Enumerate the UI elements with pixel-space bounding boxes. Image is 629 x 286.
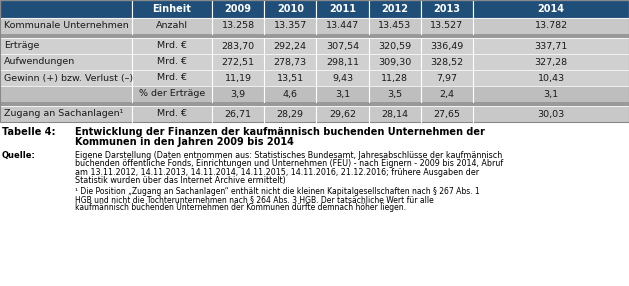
Text: 309,30: 309,30 bbox=[378, 57, 411, 67]
Text: 11,28: 11,28 bbox=[381, 74, 408, 82]
Text: 3,1: 3,1 bbox=[335, 90, 350, 98]
Bar bbox=[132, 0, 212, 18]
Text: 320,59: 320,59 bbox=[378, 41, 411, 51]
Text: kaufmännisch buchenden Unternehmen der Kommunen dürfte demnach höher liegen.: kaufmännisch buchenden Unternehmen der K… bbox=[75, 203, 406, 212]
Text: 2013: 2013 bbox=[433, 4, 460, 14]
Text: 283,70: 283,70 bbox=[221, 41, 255, 51]
Text: 13.453: 13.453 bbox=[378, 21, 411, 31]
Text: Gewinn (+) bzw. Verlust (–): Gewinn (+) bzw. Verlust (–) bbox=[4, 74, 133, 82]
Text: 13.447: 13.447 bbox=[326, 21, 359, 31]
Text: 13.782: 13.782 bbox=[535, 21, 567, 31]
Bar bbox=[0, 0, 132, 18]
Bar bbox=[473, 0, 629, 18]
Text: Tabelle 4:: Tabelle 4: bbox=[2, 127, 55, 137]
Text: Aufwendungen: Aufwendungen bbox=[4, 57, 75, 67]
Text: 28,14: 28,14 bbox=[381, 110, 408, 118]
Bar bbox=[0, 34, 629, 38]
Text: 3,5: 3,5 bbox=[387, 90, 403, 98]
Text: Quelle:: Quelle: bbox=[2, 151, 36, 160]
Text: 272,51: 272,51 bbox=[221, 57, 255, 67]
Bar bbox=[0, 0, 629, 122]
Bar bbox=[264, 0, 316, 18]
Text: 11,19: 11,19 bbox=[225, 74, 252, 82]
Text: 336,49: 336,49 bbox=[430, 41, 464, 51]
Text: 2011: 2011 bbox=[329, 4, 356, 14]
Bar bbox=[0, 106, 629, 122]
Bar bbox=[0, 38, 629, 54]
Text: 337,71: 337,71 bbox=[535, 41, 567, 51]
Text: 28,29: 28,29 bbox=[277, 110, 304, 118]
Bar bbox=[369, 0, 421, 18]
Text: 2010: 2010 bbox=[277, 4, 304, 14]
Bar bbox=[0, 18, 629, 34]
Text: Kommunen in den Jahren 2009 bis 2014: Kommunen in den Jahren 2009 bis 2014 bbox=[75, 137, 294, 147]
Text: Eigene Darstellung (Daten entnommen aus: Statistisches Bundesamt, Jahresabschlüs: Eigene Darstellung (Daten entnommen aus:… bbox=[75, 151, 502, 160]
Text: 10,43: 10,43 bbox=[537, 74, 565, 82]
Text: 307,54: 307,54 bbox=[326, 41, 359, 51]
Text: 13,51: 13,51 bbox=[277, 74, 304, 82]
Text: Anzahl: Anzahl bbox=[156, 21, 188, 31]
Text: 9,43: 9,43 bbox=[332, 74, 353, 82]
Text: 2,4: 2,4 bbox=[440, 90, 454, 98]
Text: 2014: 2014 bbox=[538, 4, 564, 14]
Text: Mrd. €: Mrd. € bbox=[157, 57, 187, 67]
Text: 328,52: 328,52 bbox=[430, 57, 464, 67]
Text: 2012: 2012 bbox=[381, 4, 408, 14]
Text: 3,9: 3,9 bbox=[230, 90, 246, 98]
Text: 13.527: 13.527 bbox=[430, 21, 464, 31]
Text: Entwicklung der Finanzen der kaufmännisch buchenden Unternehmen der: Entwicklung der Finanzen der kaufmännisc… bbox=[75, 127, 485, 137]
Text: Erträge: Erträge bbox=[4, 41, 40, 51]
Bar bbox=[316, 0, 369, 18]
Bar bbox=[0, 86, 629, 102]
Text: 26,71: 26,71 bbox=[225, 110, 252, 118]
Text: 30,03: 30,03 bbox=[537, 110, 565, 118]
Text: 292,24: 292,24 bbox=[274, 41, 307, 51]
Text: 4,6: 4,6 bbox=[283, 90, 298, 98]
Text: 13.258: 13.258 bbox=[221, 21, 255, 31]
Bar bbox=[0, 54, 629, 70]
Text: Mrd. €: Mrd. € bbox=[157, 110, 187, 118]
Text: Zugang an Sachanlagen¹: Zugang an Sachanlagen¹ bbox=[4, 110, 123, 118]
Text: 3,1: 3,1 bbox=[543, 90, 559, 98]
Text: Einheit: Einheit bbox=[153, 4, 191, 14]
Text: 7,97: 7,97 bbox=[437, 74, 457, 82]
Text: 2009: 2009 bbox=[225, 4, 252, 14]
Text: HGB und nicht die Tochterunternehmen nach § 264 Abs. 3 HGB. Der tatsächliche Wer: HGB und nicht die Tochterunternehmen nac… bbox=[75, 195, 434, 204]
Text: Mrd. €: Mrd. € bbox=[157, 41, 187, 51]
Text: am 13.11.2012, 14.11.2013, 14.11.2014, 14.11.2015, 14.11.2016, 21.12.2016; frühe: am 13.11.2012, 14.11.2013, 14.11.2014, 1… bbox=[75, 168, 479, 177]
Text: Mrd. €: Mrd. € bbox=[157, 74, 187, 82]
Text: 13.357: 13.357 bbox=[274, 21, 307, 31]
Text: 27,65: 27,65 bbox=[433, 110, 460, 118]
Bar bbox=[212, 0, 264, 18]
Text: % der Erträge: % der Erträge bbox=[139, 90, 205, 98]
Bar bbox=[0, 102, 629, 106]
Text: Kommunale Unternehmen: Kommunale Unternehmen bbox=[4, 21, 129, 31]
Text: ¹ Die Position „Zugang an Sachanlagen“ enthält nicht die kleinen Kapitalgesellsc: ¹ Die Position „Zugang an Sachanlagen“ e… bbox=[75, 187, 480, 196]
Text: 29,62: 29,62 bbox=[329, 110, 356, 118]
Text: Statistik wurden über das Internet Archive ermittelt): Statistik wurden über das Internet Archi… bbox=[75, 176, 286, 186]
Text: 278,73: 278,73 bbox=[274, 57, 307, 67]
Text: 298,11: 298,11 bbox=[326, 57, 359, 67]
Text: buchenden öffentliche Fonds, Einrichtungen und Unternehmen (FEU) - nach Eignern : buchenden öffentliche Fonds, Einrichtung… bbox=[75, 160, 503, 168]
Bar bbox=[0, 70, 629, 86]
Text: 327,28: 327,28 bbox=[535, 57, 567, 67]
Bar bbox=[421, 0, 473, 18]
